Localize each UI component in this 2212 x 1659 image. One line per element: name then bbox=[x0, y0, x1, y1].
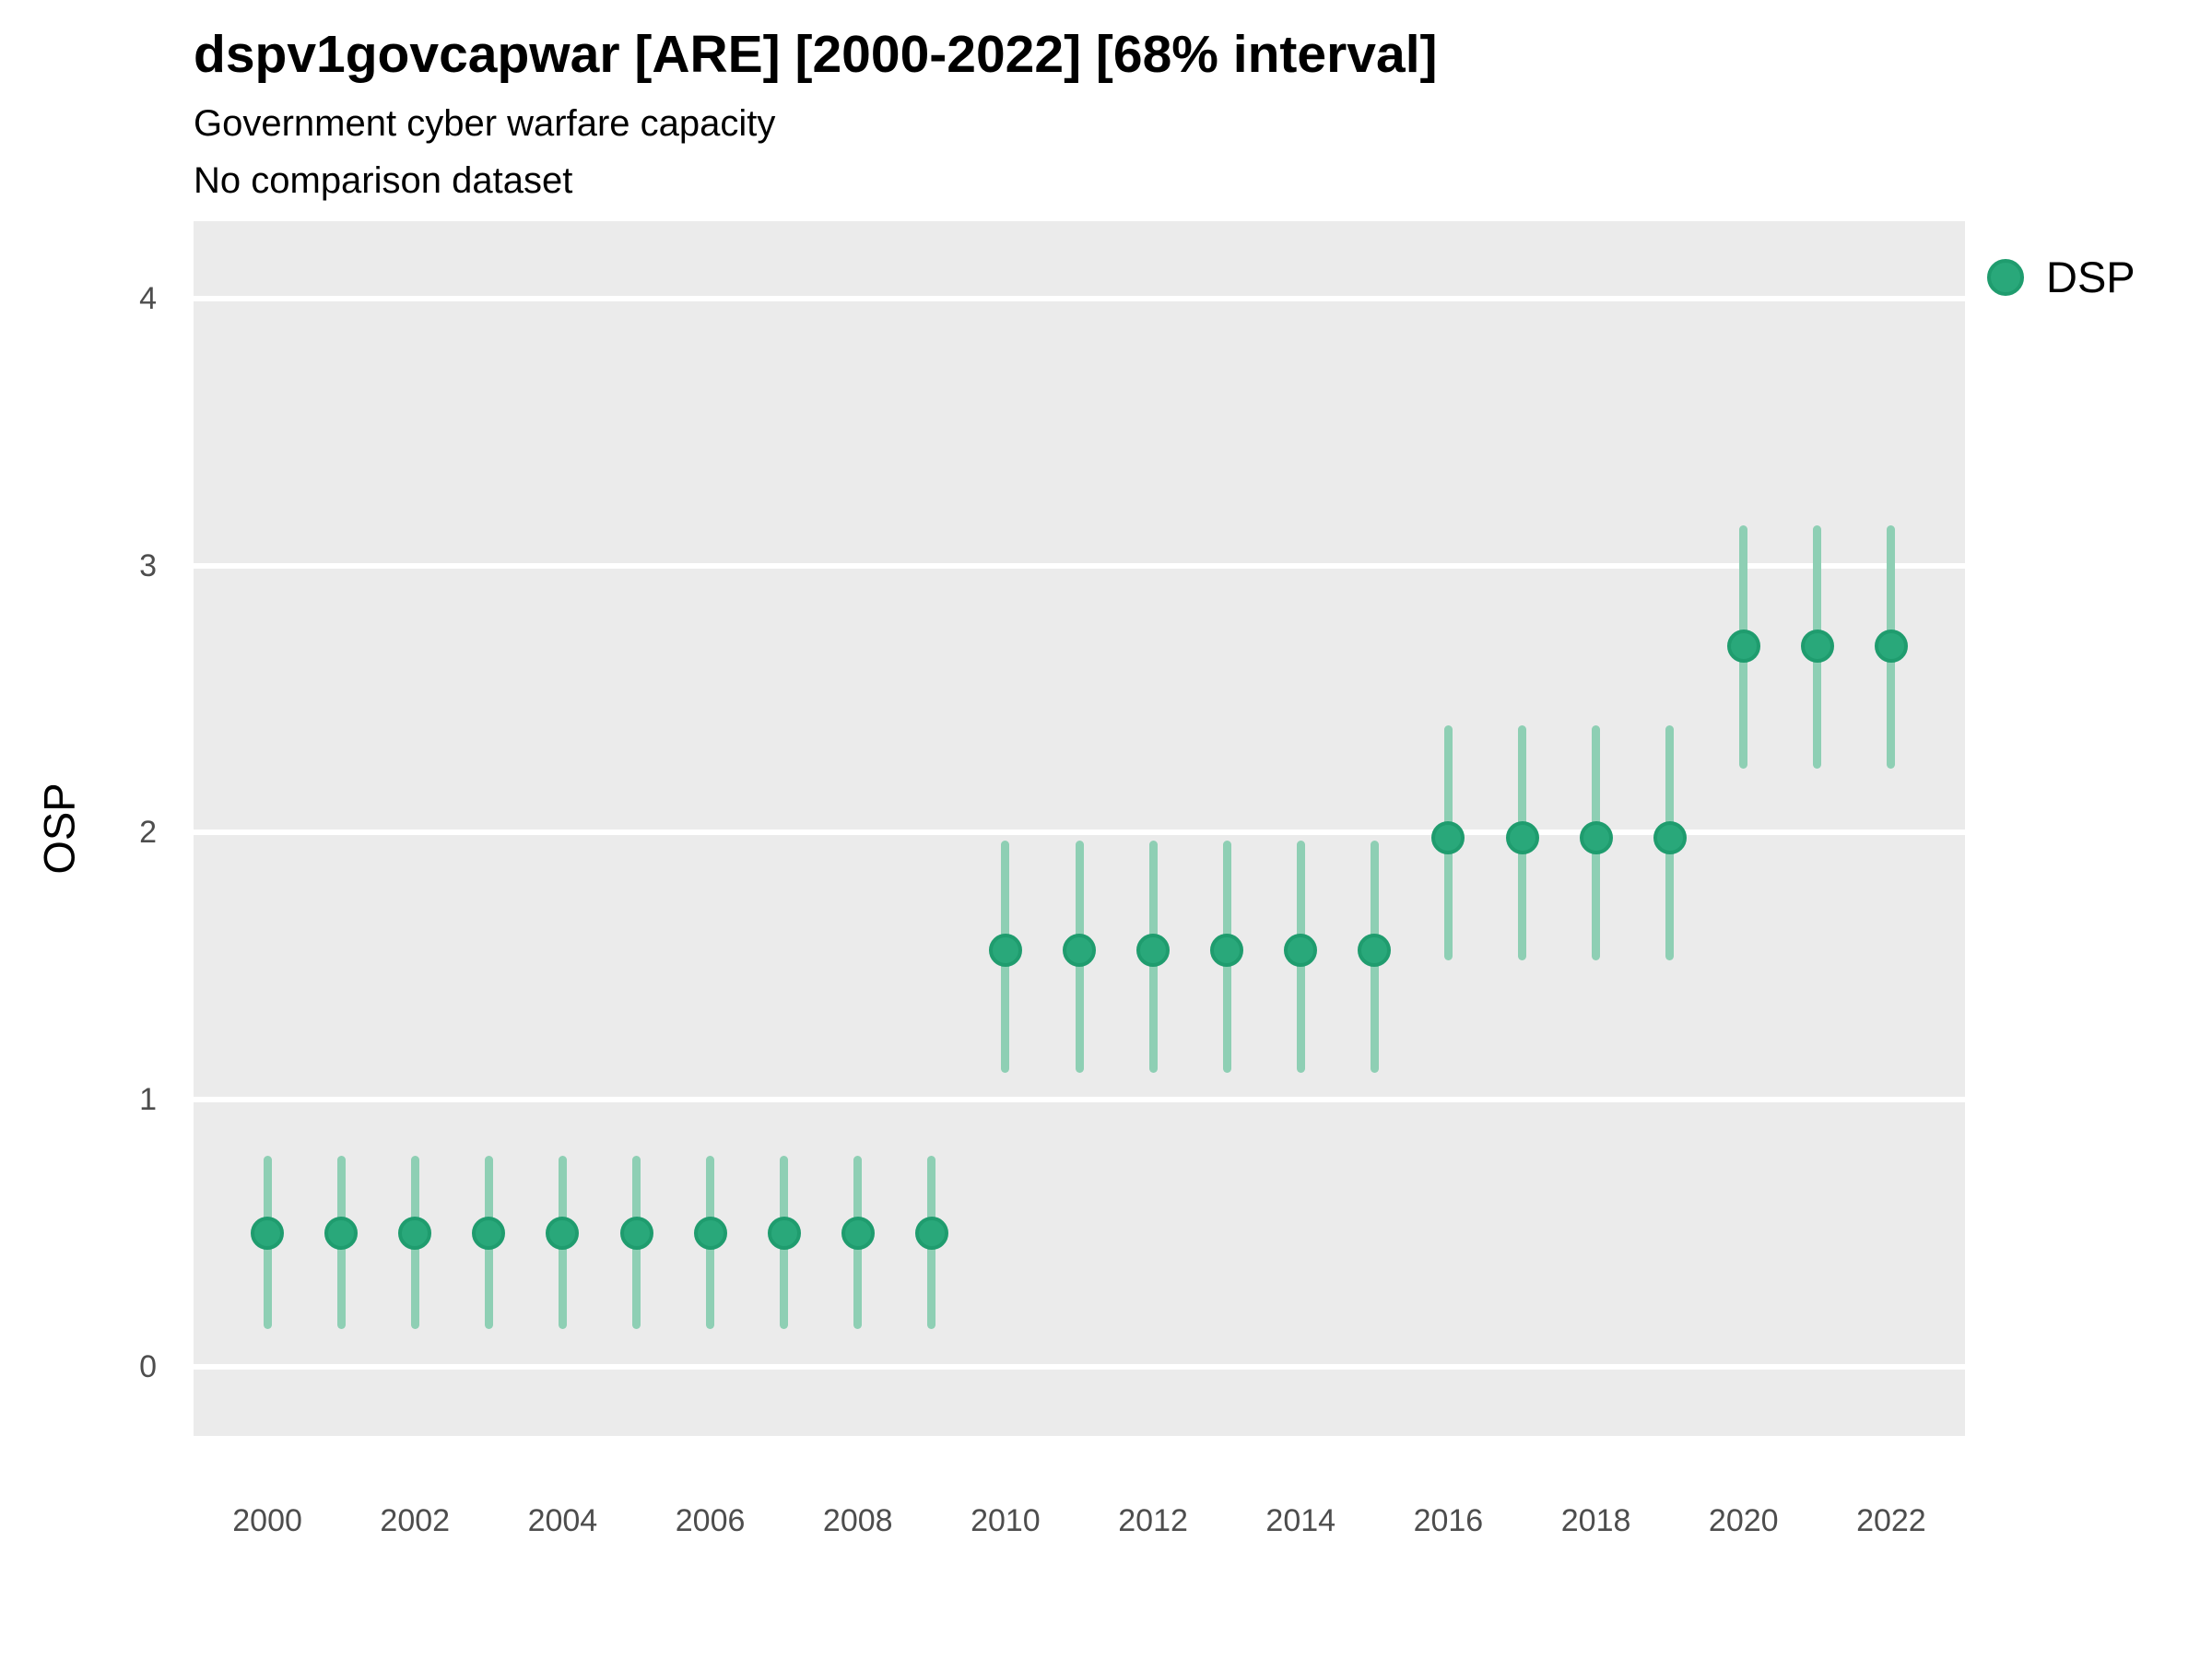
data-point bbox=[1505, 821, 1539, 855]
data-point bbox=[1726, 629, 1760, 663]
y-tick-label: 1 bbox=[139, 1082, 157, 1117]
x-tick-label: 2010 bbox=[971, 1503, 1041, 1538]
data-point bbox=[1136, 933, 1171, 967]
data-point bbox=[767, 1216, 801, 1250]
x-tick-label: 2018 bbox=[1560, 1503, 1631, 1538]
data-point bbox=[1284, 933, 1318, 967]
data-point bbox=[1210, 933, 1244, 967]
y-tick-label: 4 bbox=[139, 281, 157, 316]
x-tick-label: 2000 bbox=[232, 1503, 302, 1538]
plot-title: dspv1govcapwar [ARE] [2000-2022] [68% in… bbox=[194, 25, 1438, 84]
y-gridline bbox=[194, 830, 1965, 836]
y-tick-label: 0 bbox=[139, 1348, 157, 1384]
data-point bbox=[398, 1216, 432, 1250]
data-point bbox=[619, 1216, 653, 1250]
plot-note: No comparison dataset bbox=[194, 160, 573, 201]
x-tick-label: 2004 bbox=[527, 1503, 598, 1538]
data-point bbox=[472, 1216, 506, 1250]
x-tick-label: 2020 bbox=[1708, 1503, 1779, 1538]
plot-subtitle: Government cyber warfare capacity bbox=[194, 103, 776, 144]
y-tick-label: 3 bbox=[139, 547, 157, 583]
data-point bbox=[251, 1216, 285, 1250]
legend-label: DSP bbox=[2046, 253, 2136, 301]
x-tick-label: 2016 bbox=[1413, 1503, 1484, 1538]
x-tick-label: 2008 bbox=[822, 1503, 893, 1538]
data-point bbox=[1874, 629, 1908, 663]
data-point bbox=[1653, 821, 1687, 855]
legend-point-icon bbox=[1987, 258, 2024, 296]
x-tick-label: 2002 bbox=[380, 1503, 451, 1538]
y-gridline bbox=[194, 1363, 1965, 1370]
x-tick-label: 2022 bbox=[1856, 1503, 1926, 1538]
x-tick-label: 2006 bbox=[675, 1503, 746, 1538]
y-gridline bbox=[194, 562, 1965, 569]
data-point bbox=[1579, 821, 1613, 855]
data-point bbox=[324, 1216, 359, 1250]
data-point bbox=[988, 933, 1022, 967]
x-tick-label: 2014 bbox=[1265, 1503, 1336, 1538]
data-point bbox=[914, 1216, 948, 1250]
x-tick-label: 2012 bbox=[1118, 1503, 1188, 1538]
y-tick-label: 2 bbox=[139, 815, 157, 851]
data-point bbox=[1800, 629, 1834, 663]
data-point bbox=[1063, 933, 1096, 967]
y-gridline bbox=[194, 296, 1965, 301]
data-point bbox=[693, 1216, 727, 1250]
data-point bbox=[1431, 821, 1465, 855]
data-point bbox=[1358, 933, 1392, 967]
legend: DSP bbox=[1987, 252, 2136, 302]
plot-panel bbox=[194, 221, 1965, 1436]
data-point bbox=[841, 1216, 875, 1250]
data-point bbox=[546, 1216, 580, 1250]
y-gridline bbox=[194, 1097, 1965, 1102]
